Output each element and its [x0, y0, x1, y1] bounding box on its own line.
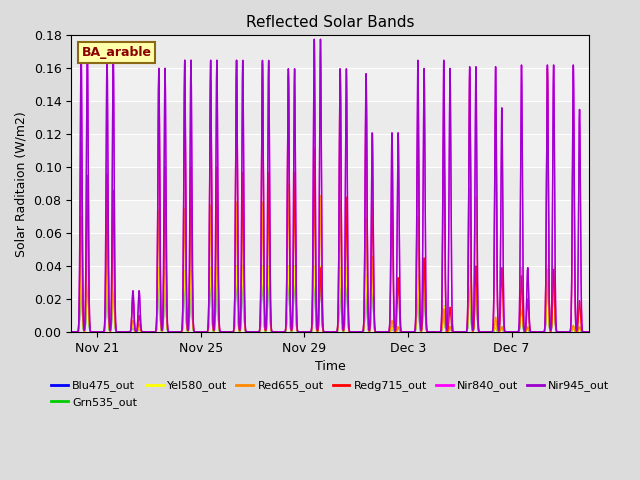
Y-axis label: Solar Raditaion (W/m2): Solar Raditaion (W/m2): [15, 111, 28, 256]
Bar: [71, 167, 589, 200]
Bar: [71, 101, 589, 134]
X-axis label: Time: Time: [315, 360, 346, 373]
Bar: [71, 299, 589, 332]
Bar: [71, 36, 589, 68]
Title: Reflected Solar Bands: Reflected Solar Bands: [246, 15, 415, 30]
Text: BA_arable: BA_arable: [82, 46, 152, 59]
Bar: [71, 233, 589, 266]
Legend: Blu475_out, Grn535_out, Yel580_out, Red655_out, Redg715_out, Nir840_out, Nir945_: Blu475_out, Grn535_out, Yel580_out, Red6…: [47, 376, 614, 412]
